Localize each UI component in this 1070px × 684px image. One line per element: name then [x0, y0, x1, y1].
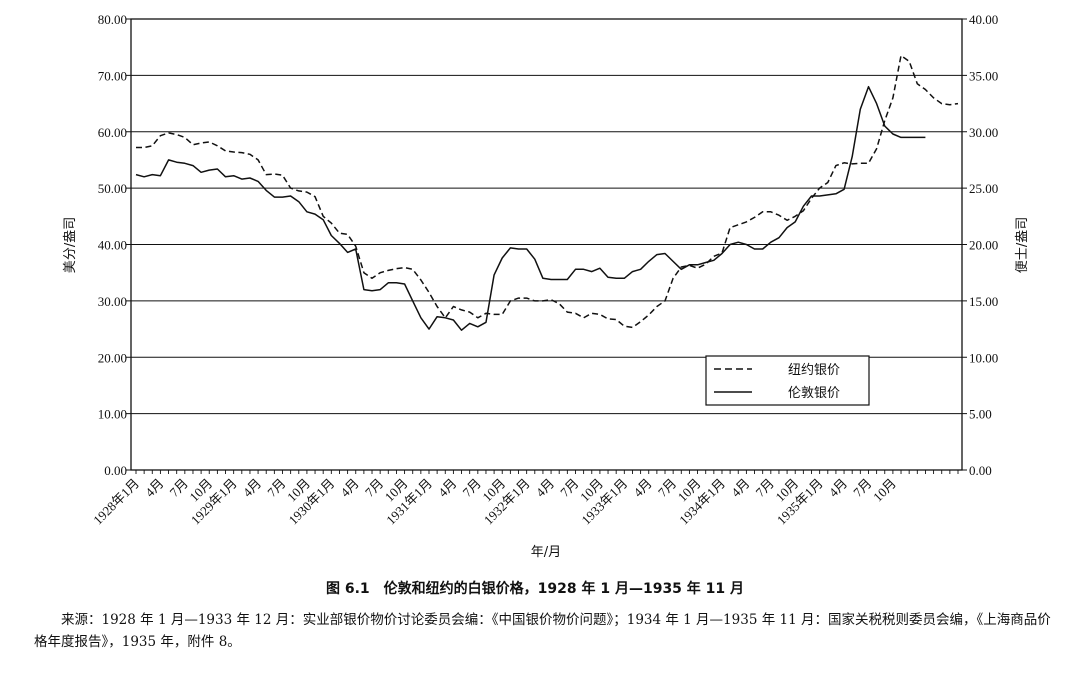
x-tick-label: 7月: [460, 476, 484, 500]
x-tick-label: 7月: [850, 476, 874, 500]
series-line-london: [135, 85, 926, 331]
legend-label-london: 伦敦银价: [788, 385, 840, 401]
left-tick-label: 80.00: [98, 12, 127, 27]
x-tick-label: 7月: [557, 476, 581, 500]
right-tick-label: 20.00: [969, 238, 998, 253]
left-tick-label: 40.00: [98, 238, 127, 253]
right-tick-label: 15.00: [969, 294, 998, 309]
left-tick-label: 20.00: [98, 350, 127, 365]
x-tick-label: 4月: [630, 476, 654, 500]
right-tick-label: 5.00: [969, 407, 992, 422]
x-tick-label: 4月: [728, 476, 752, 500]
silver-price-chart: 0.00 10.00 20.00 30.00 40.00 50.00 60.00 70.00 8…: [63, 12, 1030, 560]
right-tick-label: 10.00: [969, 350, 998, 365]
x-tick-label: 7月: [167, 476, 191, 500]
x-tick-label: 4月: [826, 476, 850, 500]
left-tick-label: 30.00: [98, 294, 127, 309]
left-axis-ticks: 0.00 10.00 20.00 30.00 40.00 50.00 60.00 70.00 8…: [98, 12, 131, 478]
legend-label-newyork: 纽约银价: [788, 363, 840, 378]
left-tick-label: 50.00: [98, 181, 127, 196]
right-tick-label: 25.00: [969, 181, 998, 196]
x-tick-label: 7月: [753, 476, 777, 500]
legend: 纽约银价 伦敦银价: [705, 355, 870, 406]
right-axis-ticks: 0.00 5.00 10.00 15.00 20.00 25.00 30.00 35.00 40…: [962, 12, 998, 478]
right-tick-label: 35.00: [969, 68, 998, 83]
series-line-newyork: [136, 54, 959, 329]
right-tick-label: 40.00: [969, 12, 998, 27]
x-tick-label: 4月: [435, 476, 459, 500]
x-axis-title: 年/月: [531, 545, 561, 560]
x-tick-label: 10月: [870, 476, 899, 505]
x-tick-label: 4月: [240, 476, 264, 500]
series-lines: [135, 54, 959, 331]
left-tick-label: 60.00: [98, 125, 127, 140]
x-tick-label: 4月: [142, 476, 166, 500]
figure-caption: 图 6.1 伦敦和纽约的白银价格，1928 年 1 月—1935 年 11 月: [325, 581, 745, 597]
left-tick-label: 10.00: [98, 407, 127, 422]
right-tick-label: 30.00: [969, 125, 998, 140]
left-axis-title: 美分/盎司: [63, 217, 78, 273]
x-tick-label: 4月: [337, 476, 361, 500]
x-tick-label: 7月: [264, 476, 288, 500]
x-tick-label: 1928年1月: [90, 476, 142, 528]
right-axis-title: 便士/盎司: [1015, 217, 1030, 273]
legend-box: [705, 355, 870, 406]
left-tick-label: 0.00: [104, 463, 127, 478]
right-tick-label: 0.00: [969, 463, 992, 478]
x-tick-label: 7月: [655, 476, 679, 500]
x-tick-label: 4月: [533, 476, 557, 500]
x-tick-label: 7月: [362, 476, 386, 500]
source-note: 来源：1928 年 1 月—1933 年 12 月：实业部银价物价讨论委员会编：…: [34, 612, 1051, 650]
left-tick-label: 70.00: [98, 68, 127, 83]
